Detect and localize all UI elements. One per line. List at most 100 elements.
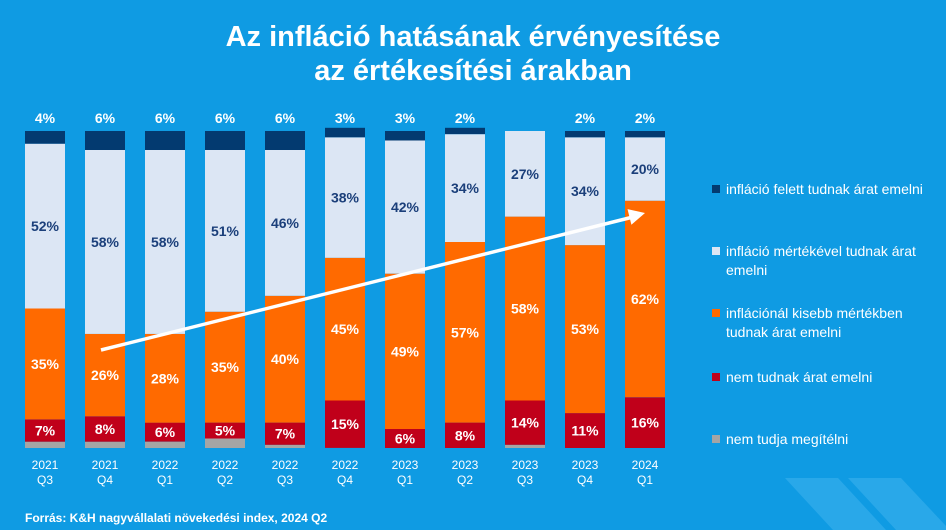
bar-segment-mertekevel bbox=[25, 143, 65, 309]
data-label-kisebb: 62% bbox=[631, 291, 660, 307]
data-label-nem: 6% bbox=[155, 424, 176, 440]
bar-segment-felett bbox=[385, 131, 425, 141]
data-label-mertekevel: 51% bbox=[211, 223, 240, 239]
x-tick-label: Q1 bbox=[637, 473, 653, 487]
data-label-mertekevel: 34% bbox=[451, 180, 480, 196]
data-label-felett: 3% bbox=[335, 110, 356, 126]
data-label-felett: 2% bbox=[635, 110, 656, 126]
data-label-nem: 16% bbox=[631, 415, 660, 431]
bar-segment-felett bbox=[265, 131, 305, 150]
bar-segment-felett bbox=[625, 131, 665, 138]
bar-segment-mertekevel bbox=[445, 134, 485, 242]
data-label-mertekevel: 20% bbox=[631, 161, 660, 177]
data-label-kisebb: 53% bbox=[571, 321, 600, 337]
chart-title-line2: az értékesítési árakban bbox=[314, 55, 632, 87]
bar-segment-felett bbox=[445, 127, 485, 135]
data-label-mertekevel: 58% bbox=[151, 234, 180, 250]
legend-label: infláció felett tudnak árat emelni bbox=[726, 181, 923, 197]
x-axis: 2021Q32021Q42022Q12022Q22022Q32022Q42023… bbox=[32, 458, 659, 487]
legend-swatch bbox=[712, 247, 720, 255]
data-label-felett: 3% bbox=[395, 110, 416, 126]
x-tick-label: Q3 bbox=[37, 473, 53, 487]
bar-segment-nem bbox=[85, 416, 125, 442]
bar-segment-mertekevel bbox=[205, 150, 245, 312]
bar-segment-nem bbox=[325, 400, 365, 448]
bar-segment-nem_tudja bbox=[145, 441, 185, 448]
data-label-nem: 7% bbox=[35, 423, 56, 439]
data-label-mertekevel: 52% bbox=[31, 218, 60, 234]
trend-arrow bbox=[100, 209, 645, 352]
bar-segment-felett bbox=[565, 131, 605, 138]
bar-segment-felett bbox=[205, 131, 245, 150]
data-label-mertekevel: 38% bbox=[331, 190, 360, 206]
chevron-shape bbox=[785, 478, 886, 530]
bar-segment-kisebb bbox=[565, 245, 605, 414]
x-tick-label: 2022 bbox=[212, 458, 239, 472]
data-label-felett: 2% bbox=[455, 110, 476, 126]
bar-segment-kisebb bbox=[445, 241, 485, 423]
x-tick-label: Q4 bbox=[577, 473, 593, 487]
chart-title: Az infláció hatásának érvényesítése az é… bbox=[0, 20, 946, 88]
bar-segment-nem bbox=[445, 422, 485, 448]
chart-title-line1: Az infláció hatásának érvényesítése bbox=[225, 21, 721, 53]
data-label-kisebb: 35% bbox=[211, 359, 240, 375]
data-label-mertekevel: 42% bbox=[391, 199, 420, 215]
x-tick-label: Q3 bbox=[277, 473, 293, 487]
source-note: Forrás: K&H nagyvállalati növekedési ind… bbox=[25, 511, 328, 525]
bar-segment-nem_tudja bbox=[85, 441, 125, 448]
legend-item-nem: nem tudnak árat emelni bbox=[712, 368, 942, 387]
data-label-kisebb: 26% bbox=[91, 367, 120, 383]
bar-segment-felett bbox=[25, 131, 65, 144]
x-tick-label: 2022 bbox=[332, 458, 359, 472]
x-tick-label: Q1 bbox=[397, 473, 413, 487]
bars-group bbox=[25, 127, 665, 448]
bar-segment-nem_tudja bbox=[205, 438, 245, 448]
legend-item-nem_tudja: nem tudja megítélni bbox=[712, 430, 942, 449]
bar-segment-kisebb bbox=[625, 200, 665, 398]
bar-segment-mertekevel bbox=[145, 150, 185, 334]
data-label-felett: 6% bbox=[215, 110, 236, 126]
x-tick-label: Q4 bbox=[337, 473, 353, 487]
data-label-felett: 4% bbox=[35, 110, 56, 126]
data-label-felett: 6% bbox=[275, 110, 296, 126]
data-label-mertekevel: 27% bbox=[511, 166, 540, 182]
x-tick-label: Q2 bbox=[457, 473, 473, 487]
chevron-shape bbox=[848, 478, 946, 530]
data-label-felett: 2% bbox=[575, 110, 596, 126]
x-tick-label: Q1 bbox=[157, 473, 173, 487]
legend-label: infláció mértékével tudnak árat emelni bbox=[726, 243, 916, 278]
legend-label: inflációnál kisebb mértékben tudnak árat… bbox=[726, 305, 903, 340]
data-label-mertekevel: 58% bbox=[91, 234, 120, 250]
bar-segment-mertekevel bbox=[265, 150, 305, 296]
data-label-nem: 5% bbox=[215, 423, 236, 439]
legend-item-felett: infláció felett tudnak árat emelni bbox=[712, 180, 942, 199]
bar-segment-nem bbox=[25, 419, 65, 442]
x-tick-label: 2022 bbox=[272, 458, 299, 472]
legend-swatch bbox=[712, 435, 720, 443]
data-label-nem: 11% bbox=[571, 423, 599, 439]
trend-arrow-line bbox=[100, 214, 636, 352]
legend-label: nem tudja megítélni bbox=[726, 431, 849, 447]
x-tick-label: Q2 bbox=[217, 473, 233, 487]
legend-label: nem tudnak árat emelni bbox=[726, 369, 873, 385]
bar-segment-kisebb bbox=[145, 333, 185, 423]
data-label-kisebb: 35% bbox=[31, 356, 60, 372]
x-tick-label: 2024 bbox=[632, 458, 659, 472]
legend-swatch bbox=[712, 185, 720, 193]
bar-segment-mertekevel bbox=[85, 150, 125, 334]
bar-segment-kisebb bbox=[25, 308, 65, 420]
bar-segment-nem_tudja bbox=[505, 444, 545, 448]
data-label-kisebb: 58% bbox=[511, 301, 540, 317]
data-label-nem: 8% bbox=[95, 421, 116, 437]
bar-segment-nem bbox=[625, 397, 665, 448]
bar-segment-nem bbox=[205, 422, 245, 439]
bar-segment-mertekevel bbox=[505, 131, 545, 217]
x-tick-label: 2023 bbox=[452, 458, 479, 472]
data-labels-group: 7% 35% 52% 4% 8% 26% 58% 6% 6% 28% 58% 6% 5% 35% 51% 6%… bbox=[31, 110, 660, 447]
data-label-mertekevel: 46% bbox=[271, 215, 300, 231]
bar-segment-felett bbox=[325, 127, 365, 138]
legend-item-mertekevel: infláció mértékével tudnak árat emelni bbox=[712, 242, 942, 280]
bar-segment-nem_tudja bbox=[265, 444, 305, 448]
bar-segment-nem bbox=[265, 422, 305, 445]
data-label-nem: 14% bbox=[511, 415, 540, 431]
